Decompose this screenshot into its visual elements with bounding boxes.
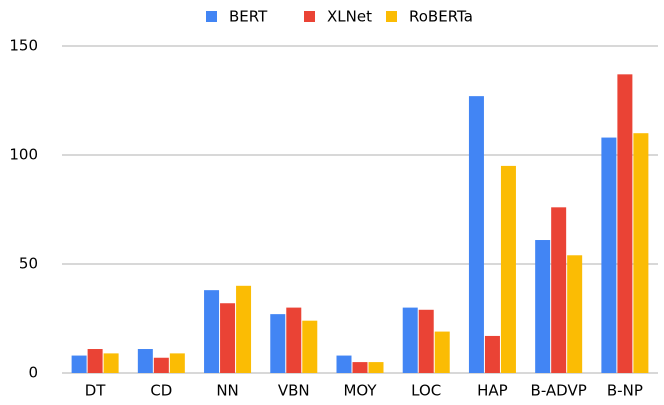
bar xyxy=(601,137,617,373)
legend-label: BERT xyxy=(229,8,268,26)
y-tick-label: 50 xyxy=(19,255,38,273)
y-tick-label: 150 xyxy=(9,37,38,55)
bar xyxy=(87,349,103,373)
bar xyxy=(236,285,252,373)
legend-label: XLNet xyxy=(327,8,372,26)
x-tick-label: B-ADVP xyxy=(531,382,587,400)
bar xyxy=(302,320,318,373)
bar xyxy=(418,309,434,373)
x-tick-label: LOC xyxy=(411,382,441,400)
x-tick-label: MOY xyxy=(343,382,377,400)
bar xyxy=(617,74,633,373)
bar xyxy=(169,353,185,373)
bar xyxy=(220,303,236,373)
bar xyxy=(153,357,169,373)
bar xyxy=(368,362,384,373)
bar xyxy=(500,165,516,373)
bar xyxy=(484,335,500,373)
legend-swatch xyxy=(304,11,315,22)
x-tick-label: NN xyxy=(216,382,238,400)
x-tick-label: DT xyxy=(85,382,107,400)
bar xyxy=(71,355,87,373)
bar xyxy=(633,133,649,373)
legend-swatch xyxy=(206,11,217,22)
bar xyxy=(103,353,119,373)
x-tick-label: VBN xyxy=(278,382,310,400)
legend-swatch xyxy=(386,11,397,22)
bar xyxy=(402,307,418,373)
y-tick-label: 0 xyxy=(28,364,38,382)
x-tick-label: HAP xyxy=(477,382,508,400)
bar xyxy=(567,255,583,373)
x-tick-label: B-NP xyxy=(607,382,643,400)
legend-label: RoBERTa xyxy=(409,8,473,26)
bar xyxy=(468,96,484,373)
bar xyxy=(336,355,352,373)
bar xyxy=(551,207,567,373)
bar xyxy=(286,307,302,373)
bar xyxy=(204,290,220,373)
x-tick-label: CD xyxy=(150,382,172,400)
bar xyxy=(352,362,368,373)
bar xyxy=(535,240,551,373)
bar xyxy=(137,349,153,373)
y-tick-label: 100 xyxy=(9,146,38,164)
bar xyxy=(434,331,450,373)
bar xyxy=(270,314,286,373)
